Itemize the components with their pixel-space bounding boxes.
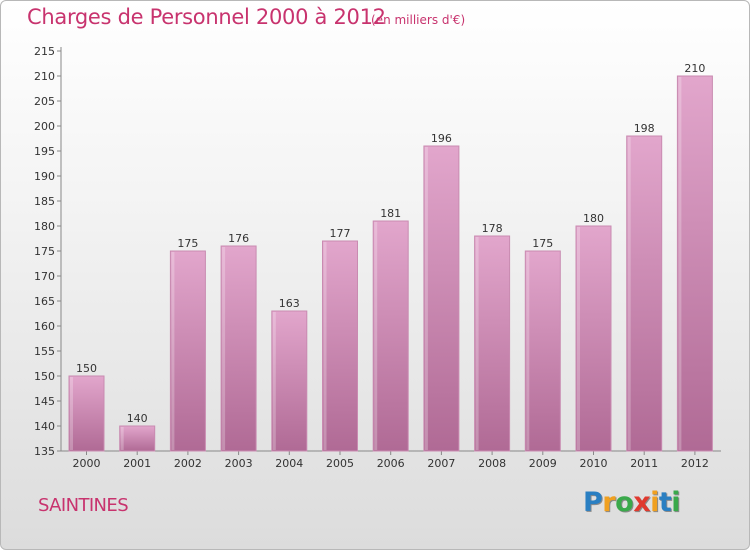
- bar-highlight: [424, 147, 428, 450]
- y-tick-label: 160: [34, 320, 55, 333]
- x-tick-label-2011: 2011: [630, 457, 658, 470]
- logo-letter: o: [615, 487, 634, 518]
- data-label-2008: 178: [482, 222, 503, 235]
- bar-2004: [271, 310, 308, 452]
- bar-2000: [68, 375, 105, 452]
- logo-letter: P: [583, 487, 603, 518]
- data-label-2011: 198: [634, 122, 655, 135]
- x-tick-label-2012: 2012: [681, 457, 709, 470]
- data-label-2002: 175: [177, 237, 198, 250]
- data-label-2005: 177: [330, 227, 351, 240]
- bar-2007: [423, 145, 460, 452]
- data-label-2004: 163: [279, 297, 300, 310]
- x-tick-label-2000: 2000: [73, 457, 101, 470]
- bar-highlight: [627, 137, 631, 450]
- bar-highlight: [120, 427, 124, 450]
- logo-letter: x: [633, 487, 651, 518]
- x-tick-label-2005: 2005: [326, 457, 354, 470]
- y-tick-label: 150: [34, 370, 55, 383]
- bar-highlight: [678, 77, 682, 450]
- x-tick-label-2004: 2004: [275, 457, 303, 470]
- x-tick-label-2002: 2002: [174, 457, 202, 470]
- logo-letter: t: [658, 487, 672, 518]
- value-labels: 150 140 175 176 163 177 181 196 178 175 180 198 210: [76, 62, 705, 425]
- bars: [68, 75, 713, 452]
- data-label-2010: 180: [583, 212, 604, 225]
- x-tick-label-2007: 2007: [427, 457, 455, 470]
- y-tick-label: 175: [34, 245, 55, 258]
- logo-letter: i: [650, 487, 659, 518]
- x-axis: 2000 2001 2002 2003 2004 2005 2006 2007 2008 2009…: [61, 450, 721, 470]
- data-label-2001: 140: [127, 412, 148, 425]
- y-tick-label: 135: [34, 445, 55, 458]
- x-tick-label-2008: 2008: [478, 457, 506, 470]
- y-tick-label: 195: [34, 145, 55, 158]
- x-tick-label-2001: 2001: [123, 457, 151, 470]
- y-tick-label: 155: [34, 345, 55, 358]
- bar-highlight: [374, 222, 378, 450]
- bar-2011: [626, 135, 663, 452]
- proxiti-logo: Proxiti: [583, 487, 681, 518]
- data-label-2006: 181: [380, 207, 401, 220]
- data-label-2012: 210: [684, 62, 705, 75]
- bar-2006: [372, 220, 409, 452]
- bar-2009: [524, 250, 561, 452]
- x-tick-label-2009: 2009: [529, 457, 557, 470]
- y-tick-label: 145: [34, 395, 55, 408]
- chart-subtitle: (en milliers d'€): [371, 13, 466, 27]
- y-tick-label: 170: [34, 270, 55, 283]
- y-tick-label: 210: [34, 70, 55, 83]
- bar-highlight: [171, 252, 175, 450]
- bar-2012: [676, 75, 713, 452]
- y-tick-label: 205: [34, 95, 55, 108]
- bar-highlight: [272, 312, 276, 450]
- chart-title: Charges de Personnel 2000 à 2012: [27, 5, 386, 29]
- bar-2005: [322, 240, 358, 452]
- y-tick-label: 190: [34, 170, 55, 183]
- y-axis: 135 140 145 150 155 160 165 170 175 180 185 190 195 2…: [34, 45, 62, 458]
- data-label-2009: 175: [532, 237, 553, 250]
- logo-letter: i: [671, 487, 681, 518]
- bar-2008: [474, 235, 511, 452]
- bar-highlight: [475, 237, 479, 450]
- x-tick-label-2010: 2010: [580, 457, 608, 470]
- bar-highlight: [577, 227, 580, 450]
- bar-highlight: [70, 377, 73, 450]
- x-tick-label-2006: 2006: [377, 457, 405, 470]
- bar-highlight: [526, 252, 530, 450]
- bar-highlight: [323, 242, 327, 450]
- logo-letter: r: [602, 487, 616, 518]
- bar-2003: [220, 245, 257, 452]
- bar-2002: [169, 250, 206, 452]
- data-label-2003: 176: [228, 232, 249, 245]
- bar-2010: [575, 225, 612, 452]
- y-tick-label: 140: [34, 420, 55, 433]
- data-label-2007: 196: [431, 132, 452, 145]
- y-tick-label: 165: [34, 295, 55, 308]
- commune-name: SAINTINES: [38, 495, 129, 516]
- x-tick-label-2003: 2003: [225, 457, 253, 470]
- y-tick-label: 180: [34, 220, 55, 233]
- y-tick-label: 185: [34, 195, 55, 208]
- y-tick-label: 215: [34, 45, 55, 58]
- data-label-2000: 150: [76, 362, 97, 375]
- bar-2001: [119, 425, 156, 452]
- bar-highlight: [222, 247, 226, 450]
- y-tick-label: 200: [34, 120, 55, 133]
